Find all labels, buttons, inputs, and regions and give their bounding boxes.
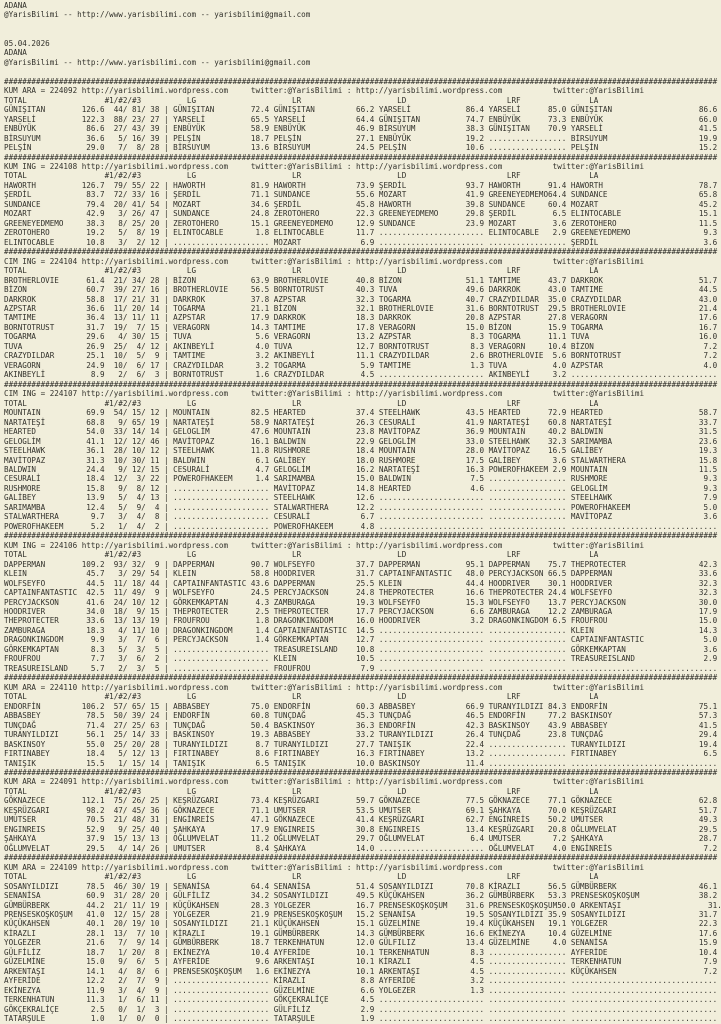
masthead-city-repeat: ADANA [4, 48, 27, 58]
masthead-byline-repeat: @YarisBilimi -- http://www.yarisbilimi.c… [4, 57, 311, 67]
race-blocks: ########################################… [4, 77, 721, 1024]
race-block-224109: ########################################… [4, 853, 721, 1024]
race-block-224110: ########################################… [4, 673, 718, 768]
race-block-224106: ########################################… [4, 531, 718, 673]
masthead-city: ADANA [4, 1, 27, 10]
blank-line [4, 67, 721, 76]
race-block-224092: ########################################… [4, 76, 718, 153]
race-block-224108: ########################################… [4, 152, 718, 247]
masthead-date: 05.04.2026 [4, 38, 50, 48]
race-block-224107: ########################################… [4, 379, 718, 531]
blank-line [4, 29, 721, 38]
masthead-byline: @YarisBilimi -- http://www.yarisbilimi.c… [4, 10, 311, 20]
blank-line [4, 20, 721, 29]
race-block-224104: ########################################… [4, 247, 718, 380]
race-block-224091: ########################################… [4, 767, 718, 853]
masthead: ADANA @YarisBilimi -- http://www.yarisbi… [4, 1, 721, 77]
